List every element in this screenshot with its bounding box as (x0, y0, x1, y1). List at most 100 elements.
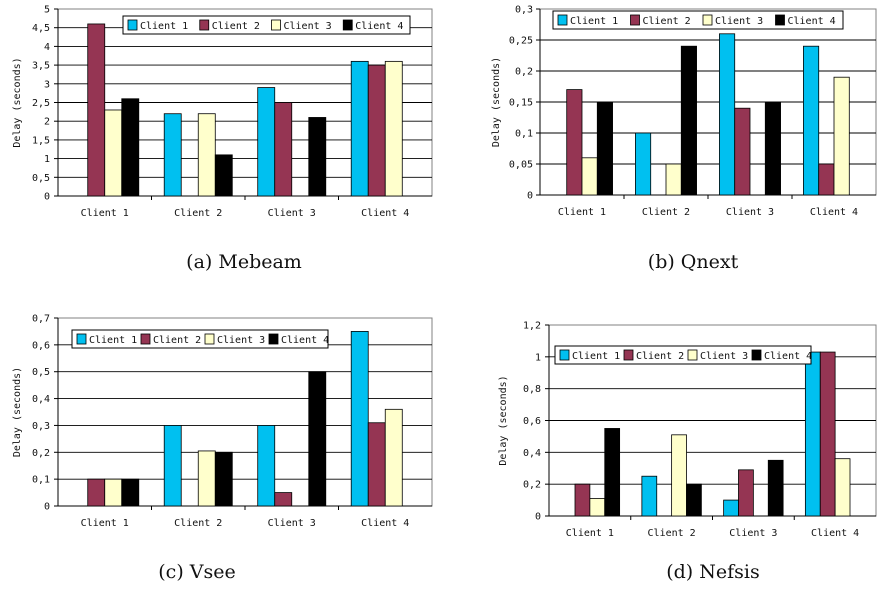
y-tick-label: 0,6 (32, 340, 50, 351)
y-tick-label: 0,3 (32, 421, 50, 432)
x-tick-label: Client 2 (174, 518, 222, 529)
y-tick-label: 0,1 (515, 129, 533, 140)
bar-client-4-client-3 (767, 459, 784, 517)
legend-label: Client 1 (89, 335, 137, 346)
legend-swatch (630, 14, 640, 26)
bar-client-2-client-1 (574, 483, 591, 517)
bar-client-2-client-3 (734, 107, 751, 196)
bar-client-3-client-4 (384, 60, 403, 197)
bar-client-1-client-3 (723, 499, 739, 517)
legend-swatch (271, 19, 281, 31)
x-tick-label: Client 3 (726, 207, 774, 218)
x-tick-label: Client 1 (81, 518, 129, 529)
caption-qnext: (b) Qnext (647, 251, 739, 273)
x-tick-label: Client 1 (566, 528, 614, 539)
legend-swatch (687, 349, 698, 361)
bar-client-1-client-4 (350, 60, 369, 197)
bar-client-1-client-2 (163, 113, 182, 197)
y-tick-label: 0,4 (523, 448, 541, 459)
y-tick-label: 0,2 (32, 448, 50, 459)
x-tick-label: Client 4 (361, 208, 409, 219)
y-tick-label: 0,2 (523, 480, 541, 491)
y-tick-label: 3 (44, 79, 50, 90)
x-tick-label: Client 2 (648, 528, 696, 539)
y-axis-label: Delay (seconds) (498, 375, 509, 465)
bar-client-3-client-1 (589, 498, 606, 517)
legend-swatch (557, 14, 568, 26)
legend-label: Client 1 (140, 21, 188, 32)
x-tick-label: Client 4 (810, 207, 858, 218)
x-tick-label: Client 1 (558, 207, 606, 218)
bar-client-2-client-3 (738, 469, 754, 517)
y-tick-label: 1 (44, 154, 50, 165)
legend-swatch (140, 333, 151, 345)
y-tick-label: 0,8 (523, 384, 541, 395)
legend-swatch (76, 333, 87, 345)
x-tick-label: Client 3 (268, 208, 316, 219)
caption-vsee: (c) Vsee (158, 561, 236, 583)
legend-swatch (775, 14, 785, 26)
legend-label: Client 2 (212, 21, 260, 32)
y-tick-label: 5 (44, 5, 50, 16)
chart-nefsis: 0 0,2 0,4 0,6 0,8 1 1,2 Delay (seconds) Client 1… (498, 321, 877, 539)
legend-label: Client 3 (217, 335, 265, 346)
bar-client-4-client-2 (686, 483, 702, 517)
chart-qnext: 0 0,05 0,1 0,15 0,2 0,25 0,3 Delay (seconds) Cli… (491, 5, 877, 218)
y-tick-label: 4 (44, 42, 50, 53)
legend-box (122, 15, 411, 35)
bar-client-4-client-2 (214, 154, 233, 197)
legend: Client 1 Client 2 Client 3 Client 4 (552, 10, 844, 30)
y-tick-label: 0 (527, 191, 533, 202)
legend-box (71, 329, 329, 349)
bar-client-3-client-2 (671, 434, 687, 517)
legend-label: Client 2 (636, 351, 684, 362)
x-tick-label: Client 1 (81, 208, 129, 219)
legend-label: Client 1 (570, 16, 618, 27)
bar-client-4-client-1 (596, 101, 613, 196)
y-tick-label: 0,15 (509, 98, 533, 109)
bar-client-1-client-3 (257, 87, 276, 197)
chart-mebeam: 0 0,5 1 1,5 2 2,5 3 3,5 4 4,5 5 Delay (seconds) Clie… (12, 5, 433, 219)
bar-client-2-client-3 (274, 492, 293, 507)
legend-swatch (623, 349, 634, 361)
panel-nefsis: 0 0,2 0,4 0,6 0,8 1 1,2 Delay (seconds) Client 1… (443, 298, 887, 596)
y-tick-label: 2,5 (32, 98, 50, 109)
caption-nefsis: (d) Nefsis (666, 561, 760, 583)
bar-client-4-client-1 (121, 478, 140, 507)
y-tick-label: 0 (44, 192, 50, 203)
legend-label: Client 4 (281, 335, 329, 346)
y-tick-label: 0,6 (523, 416, 541, 427)
legend-label: Client 3 (700, 351, 748, 362)
y-tick-label: 0,5 (32, 367, 50, 378)
legend-swatch (751, 349, 762, 361)
bar-client-4-client-2 (214, 451, 233, 507)
y-axis-label: Delay (seconds) (12, 367, 23, 457)
y-tick-label: 0,2 (515, 67, 533, 78)
y-tick-label: 0,7 (32, 314, 50, 325)
bar-client-3-client-2 (197, 113, 216, 197)
legend-swatch (127, 19, 138, 31)
bar-client-2-client-4 (367, 64, 386, 197)
bar-client-4-client-1 (121, 98, 140, 197)
y-tick-label: 1,5 (32, 135, 50, 146)
bar-client-3-client-1 (581, 157, 598, 196)
bar-client-1-client-3 (719, 33, 736, 196)
bar-client-3-client-4 (834, 458, 851, 517)
bar-client-4-client-3 (308, 371, 327, 507)
y-tick-label: 0,4 (32, 394, 50, 405)
y-tick-label: 0,5 (32, 173, 50, 184)
bar-client-1-client-3 (257, 425, 276, 507)
bar-client-1-client-4 (803, 45, 820, 196)
legend-swatch (204, 333, 215, 345)
y-tick-label: 1,2 (523, 321, 541, 332)
bar-client-4-client-3 (308, 117, 327, 197)
bar-client-3-client-4 (833, 76, 850, 196)
legend-label: Client 3 (284, 21, 332, 32)
y-tick-label: 0,1 (32, 475, 50, 486)
bar-client-4-client-1 (604, 428, 621, 517)
legend: Client 1 Client 2 Client 3 Client 4 (71, 329, 329, 349)
legend-swatch (199, 19, 210, 31)
bar-client-2-client-4 (818, 163, 835, 196)
legend-label: Client 2 (643, 16, 691, 27)
bar-client-3-client-1 (104, 109, 123, 197)
